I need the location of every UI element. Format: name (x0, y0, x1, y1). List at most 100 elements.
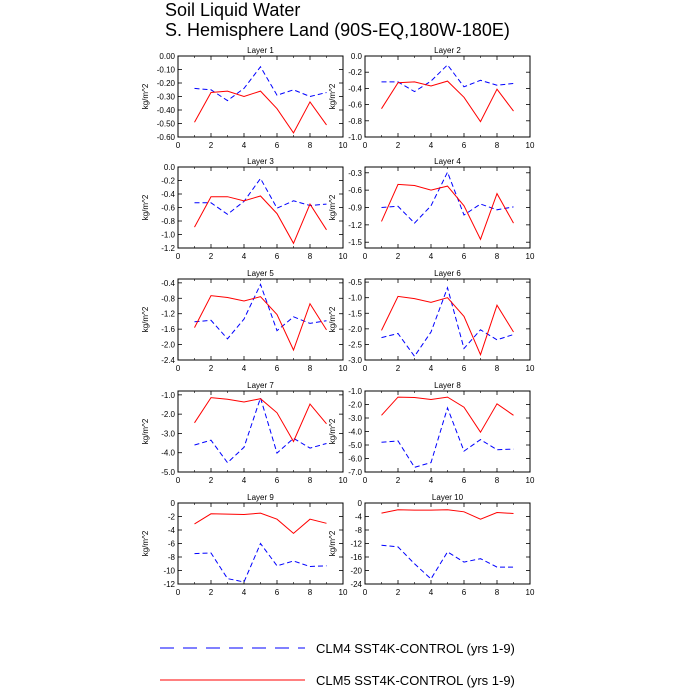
x-tick-label: 6 (275, 476, 280, 485)
y-tick-label: 0.0 (164, 163, 176, 172)
y-tick-label: -1.0 (348, 133, 362, 142)
y-tick-label: -1.0 (348, 294, 362, 303)
x-tick-label: 4 (429, 476, 434, 485)
y-tick-label: -4.0 (161, 449, 175, 458)
y-tick-label: -24 (350, 580, 362, 589)
x-tick-label: 8 (495, 588, 500, 597)
x-tick-label: 6 (462, 588, 467, 597)
y-tick-label: -0.4 (161, 279, 175, 288)
y-tick-label: -0.10 (157, 66, 176, 75)
series-line-clm5 (381, 295, 514, 357)
x-tick-label: 6 (275, 252, 280, 261)
plot-frame (364, 502, 531, 585)
x-tick-label: 0 (176, 252, 181, 261)
legend-label-clm4: CLM4 SST4K-CONTROL (yrs 1-9) (316, 641, 515, 656)
y-tick-label: -0.6 (348, 101, 362, 110)
y-tick-label: -8 (355, 526, 363, 535)
y-tick-label: -10 (163, 567, 175, 576)
series-line-clm5 (194, 295, 327, 352)
x-tick-label: 2 (209, 141, 214, 150)
y-tick-label: -12 (350, 540, 362, 549)
x-tick-label: 8 (308, 364, 313, 373)
series-line-clm4 (381, 64, 514, 93)
y-tick-label: -2.0 (348, 325, 362, 334)
y-tick-label: -1.0 (161, 391, 175, 400)
x-tick-label: 8 (308, 476, 313, 485)
x-tick-label: 10 (526, 141, 535, 150)
figure-title: Soil Liquid Water (165, 0, 301, 20)
chart-4: Layer 4 kg/m^2 0 2 4 6 8 10 -0.3 -0.6 -0.9 -1.2 -1.5 (328, 157, 535, 261)
panel-title: Layer 6 (434, 269, 461, 278)
y-tick-label: -8 (168, 553, 176, 562)
series-line-clm4 (194, 283, 327, 340)
y-tick-label: -2.0 (161, 341, 175, 350)
series-line-clm4 (194, 396, 327, 464)
panel-title: Layer 2 (434, 46, 461, 55)
x-tick-label: 2 (209, 588, 214, 597)
x-tick-label: 10 (339, 588, 348, 597)
x-tick-label: 6 (462, 364, 467, 373)
x-tick-label: 8 (495, 364, 500, 373)
x-tick-label: 2 (209, 476, 214, 485)
y-tick-label: -0.4 (161, 190, 175, 199)
plot-frame (177, 166, 344, 249)
chart-9: Layer 9 kg/m^2 0 2 4 6 8 10 0 -2 -4 -6 -8 -10 -12 (141, 493, 348, 597)
y-tick-label: -0.6 (161, 204, 175, 213)
y-tick-label: -2.0 (161, 410, 175, 419)
series-line-clm5 (194, 90, 327, 134)
chart-2: Layer 2 kg/m^2 0 2 4 6 8 10 0.0 -0.2 -0.4 -0.6 -0.8 -… (328, 46, 535, 150)
x-tick-label: 8 (308, 588, 313, 597)
x-tick-label: 10 (526, 588, 535, 597)
series-line-clm4 (381, 170, 514, 224)
x-tick-label: 4 (429, 364, 434, 373)
x-tick-label: 10 (526, 252, 535, 261)
chart-5: Layer 5 kg/m^2 0 2 4 6 8 10 -0.4 -0.8 -1.2 -1.6 -2.0… (141, 269, 348, 373)
series-line-clm5 (381, 509, 514, 520)
x-tick-label: 8 (495, 141, 500, 150)
chart-6: Layer 6 kg/m^2 0 2 4 6 8 10 -0.5 -1.0 -1.5 -2.0 -2.5… (328, 269, 535, 373)
panel-title: Layer 8 (434, 381, 461, 390)
chart-1: Layer 1 kg/m^2 0 2 4 6 8 10 0.00 -0.10 -0.20 -0.30 -… (141, 46, 348, 150)
x-tick-label: 6 (462, 141, 467, 150)
y-tick-label: 0 (358, 499, 363, 508)
panel-title: Layer 1 (247, 46, 274, 55)
y-tick-label: -0.8 (348, 117, 362, 126)
x-tick-label: 6 (275, 141, 280, 150)
y-axis-label: kg/m^2 (141, 194, 150, 220)
y-tick-label: -4 (168, 526, 176, 535)
y-tick-label: -0.60 (157, 133, 176, 142)
x-tick-label: 8 (495, 476, 500, 485)
x-tick-label: 8 (495, 252, 500, 261)
plot-frame (177, 55, 344, 138)
x-tick-label: 10 (339, 476, 348, 485)
x-tick-label: 10 (526, 364, 535, 373)
y-axis-label: kg/m^2 (141, 83, 150, 109)
series-line-clm5 (194, 512, 327, 535)
y-tick-label: -1.5 (348, 238, 362, 247)
x-tick-label: 0 (363, 252, 368, 261)
x-tick-label: 6 (462, 252, 467, 261)
y-tick-label: -4 (355, 513, 363, 522)
series-line-clm5 (381, 396, 514, 434)
y-tick-label: -7.0 (348, 468, 362, 477)
x-tick-label: 0 (176, 476, 181, 485)
y-tick-label: -0.3 (348, 169, 362, 178)
x-tick-label: 2 (209, 252, 214, 261)
y-tick-label: 0.00 (159, 52, 175, 61)
y-tick-label: -0.40 (157, 106, 176, 115)
y-tick-label: -5.0 (161, 468, 175, 477)
x-tick-label: 4 (242, 141, 247, 150)
y-tick-label: -1.2 (161, 244, 175, 253)
chart-7: Layer 7 kg/m^2 0 2 4 6 8 10 -1.0 -2.0 -3.0 -4.0 -5.0 (141, 381, 348, 485)
y-axis-label: kg/m^2 (328, 194, 337, 220)
y-axis-label: kg/m^2 (328, 83, 337, 109)
y-tick-label: -0.2 (348, 68, 362, 77)
y-tick-label: -0.4 (348, 84, 362, 93)
series-line-clm5 (194, 397, 327, 443)
x-tick-label: 2 (209, 364, 214, 373)
y-tick-label: -2.5 (348, 340, 362, 349)
panel-title: Layer 3 (247, 157, 274, 166)
y-tick-label: 0 (171, 499, 176, 508)
y-tick-label: -4.0 (348, 428, 362, 437)
